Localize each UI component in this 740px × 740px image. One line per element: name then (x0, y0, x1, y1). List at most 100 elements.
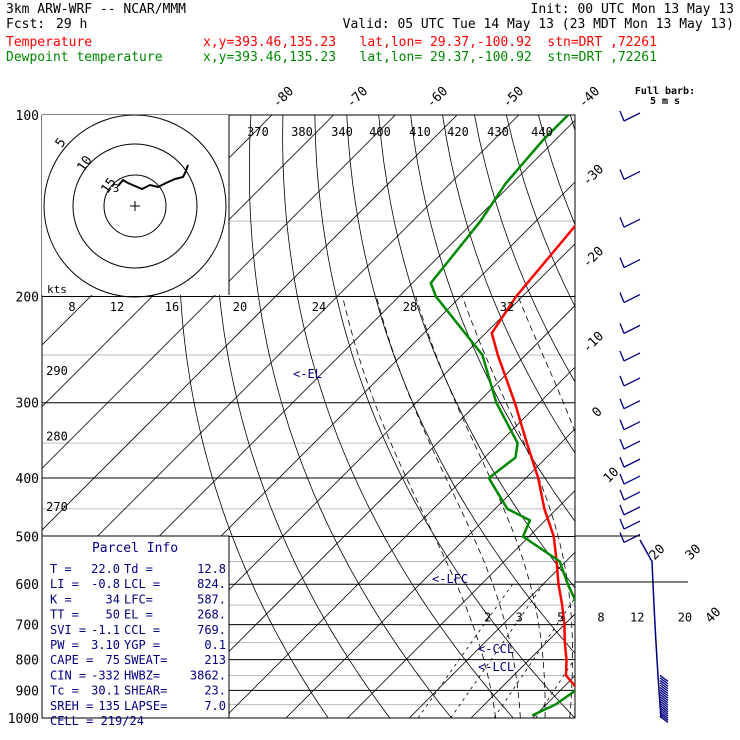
parcel-info-label: CCL = (124, 623, 160, 637)
barb-key-title: Full barb: (635, 86, 695, 97)
wind-barb (623, 506, 641, 516)
parcel-info-label: TT = (50, 608, 79, 622)
mixing-ratio-label: 20 (678, 611, 692, 625)
theta-label: 430 (487, 125, 509, 139)
fcst-value: 29 h (56, 17, 88, 32)
wind-barb (659, 711, 669, 719)
mixing-ratio-line (535, 657, 575, 718)
isotherm-line (409, 551, 575, 718)
wind-barb (659, 702, 669, 710)
hodograph-trace-label: 3 (113, 182, 120, 195)
level-marker: <-EL (293, 367, 322, 381)
hodograph-ring (43, 114, 227, 298)
isotherm-label: 30 (683, 542, 705, 564)
parcel-info-title: Parcel Info (92, 541, 178, 556)
moist-adiabat-line (585, 297, 643, 719)
wind-barb (623, 377, 641, 387)
plot-frame (41, 114, 576, 719)
parcel-info-value: 12.8 (197, 562, 226, 576)
pressure-tick-label: 800 (16, 654, 39, 669)
fcst-label: Fcst: (6, 17, 46, 32)
init-time: Init: 00 UTC Mon 13 May 13 (530, 2, 735, 17)
hodograph-axis-tick: 20 (233, 300, 247, 314)
wind-barb-flag (619, 438, 625, 450)
parcel-info-label: CELL = 219/24 (50, 714, 144, 728)
wind-barb (659, 677, 669, 685)
hodograph-ring-label: 10 (74, 153, 95, 174)
parcel-info-value: 3862. (190, 668, 226, 682)
hodograph-axis-tick: 28 (403, 300, 417, 314)
isotherm-label: -10 (580, 329, 607, 356)
mixing-ratio-line (450, 583, 544, 718)
wind-barb-flag (619, 350, 625, 362)
theta-label: 280 (46, 429, 68, 443)
wind-barb (623, 400, 641, 410)
theta-label: 440 (531, 125, 553, 139)
wind-barb (659, 700, 669, 708)
wind-barb (623, 218, 641, 228)
temperature-location: x,y=393.46,135.23 lat,lon= 29.37,-100.92… (203, 35, 657, 50)
wind-barb-flag (619, 110, 625, 122)
wind-barb-flag (619, 323, 625, 334)
hodograph-axis-tick: 12 (110, 300, 124, 314)
parcel-info-label: Tc = (50, 684, 79, 698)
dry-adiabat-line (282, 115, 514, 718)
isotherm-line (470, 613, 575, 718)
mixing-ratio-line (493, 597, 575, 718)
parcel-info-label: SVI = (50, 623, 86, 637)
wind-barb (623, 491, 641, 501)
level-marker: <-LCL (478, 660, 514, 674)
parcel-info-label: T = (50, 562, 72, 576)
wind-barb (659, 686, 669, 695)
moist-adiabat-line (517, 296, 575, 434)
wind-barb-flag (619, 216, 625, 228)
model-title: 3km ARW-WRF -- NCAR/MMM (6, 2, 187, 17)
pressure-tick-label: 600 (16, 578, 39, 593)
wind-barb (623, 520, 641, 530)
wind-barb (623, 293, 641, 304)
wind-barb (659, 709, 669, 717)
wind-barb (659, 707, 669, 715)
parcel-info-value: 50 (106, 608, 120, 622)
parcel-info-label: PW = (50, 638, 79, 652)
parcel-info-value: 34 (106, 592, 120, 606)
pressure-tick-label: 500 (16, 530, 39, 545)
dewpoint-line (429, 115, 575, 717)
dry-adiabat-line (249, 115, 453, 718)
hodograph-axis-tick: 24 (312, 300, 326, 314)
isotherm-line (42, 115, 334, 408)
parcel-info-value: 135 (98, 699, 120, 713)
wind-barb-flag (619, 489, 625, 501)
parcel-info-value: 23. (204, 684, 226, 698)
hodograph-ring-label: 15 (98, 175, 119, 196)
pressure-tick-label: 300 (16, 397, 39, 412)
parcel-info-value: 587. (197, 592, 226, 606)
pressure-tick-label: 900 (16, 684, 39, 699)
level-marker: <-CCL (478, 642, 514, 656)
mixing-ratio-label: 2 (484, 611, 491, 625)
parcel-info-label: CIN = (50, 668, 86, 682)
level-marker: <-LFC (432, 572, 468, 586)
wind-barb (623, 440, 641, 450)
dry-adiabat-line (442, 115, 575, 454)
isotherm-label: -70 (344, 84, 371, 111)
isotherm-label: 40 (703, 605, 725, 627)
pressure-tick-label: 100 (16, 109, 39, 124)
mixing-ratio-label: 8 (597, 611, 604, 625)
parcel-info-value: 7.0 (204, 699, 226, 713)
wind-barb-flag (619, 504, 625, 516)
wind-barb-flag (619, 456, 625, 468)
dry-adiabat-line (602, 115, 740, 731)
wind-barb-flag (619, 473, 625, 485)
theta-label: 370 (247, 125, 269, 139)
isotherm-line (42, 115, 396, 469)
wind-barb-flag (619, 292, 625, 303)
wind-barb (659, 713, 669, 721)
isotherm-label: 20 (647, 542, 669, 564)
parcel-info-value: 75 (106, 653, 120, 667)
dewpoint-legend: Dewpoint temperature (6, 50, 163, 65)
mixing-ratio-line (573, 715, 575, 718)
wind-barb (623, 421, 641, 431)
pressure-tick-label: 400 (16, 472, 39, 487)
